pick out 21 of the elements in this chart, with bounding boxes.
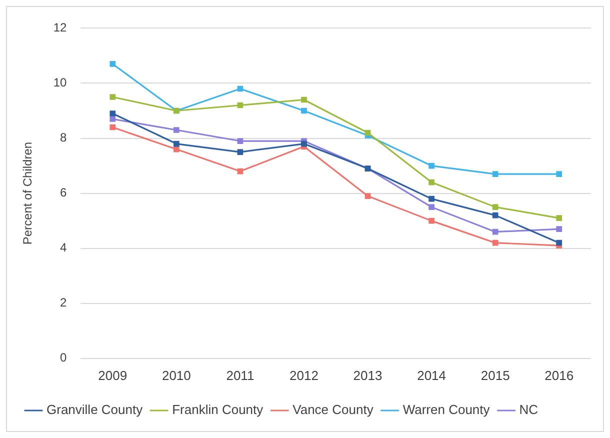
legend-label: Warren County	[402, 402, 490, 418]
y-tick-label: 2	[60, 296, 68, 310]
y-tick-label: 12	[53, 20, 68, 35]
y-axis-title: Percent of Children	[20, 142, 35, 245]
y-tick-label: 8	[60, 130, 68, 145]
y-tick-label: 4	[60, 240, 68, 255]
x-tick-label: 2011	[226, 368, 254, 383]
legend-label: NC	[519, 402, 538, 418]
x-tick-label: 2010	[162, 368, 191, 383]
legend-label: Vance County	[292, 402, 374, 418]
x-tick-label: 2016	[544, 368, 574, 383]
x-tick-label: 2013	[353, 368, 382, 383]
x-tick-label: 2012	[290, 368, 318, 383]
y-tick-label: 6	[60, 186, 68, 200]
x-tick-label: 2014	[417, 368, 446, 383]
x-tick-label: 2015	[480, 368, 510, 383]
y-tick-label: 0	[60, 350, 68, 365]
legend-label: Granville County	[46, 402, 144, 418]
x-tick-label: 2009	[98, 368, 128, 383]
legend-label: Franklin County	[172, 402, 264, 418]
y-tick-label: 10	[53, 76, 68, 90]
